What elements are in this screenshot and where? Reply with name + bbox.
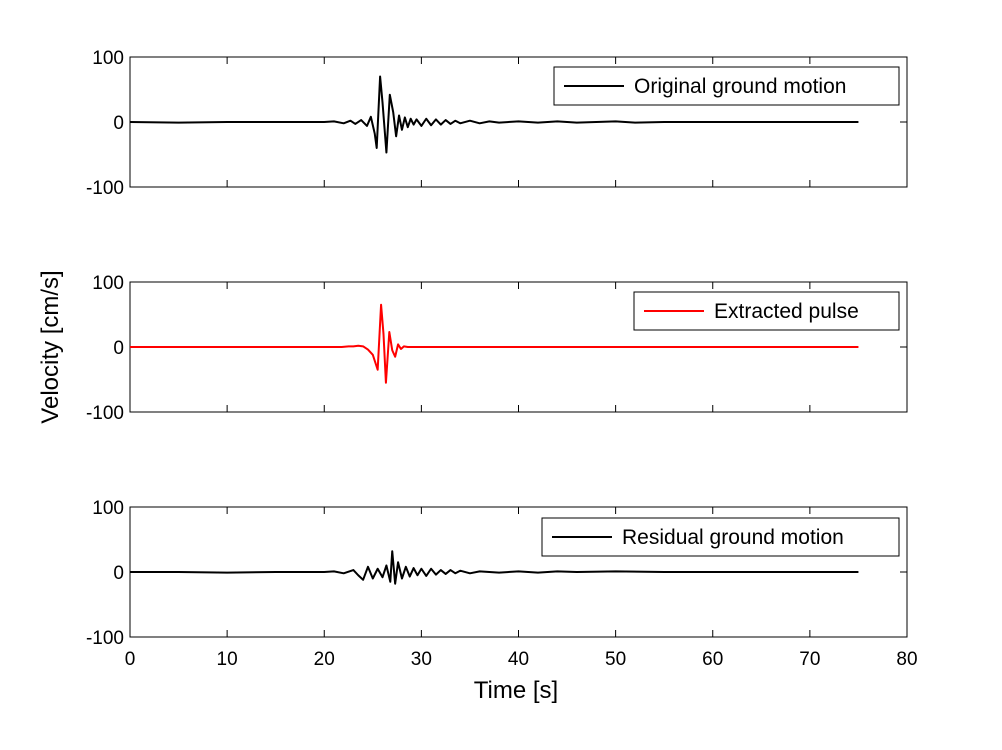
y-tick-label: 100 — [92, 48, 124, 69]
x-tick-label: 70 — [799, 649, 820, 670]
x-tick-label: 50 — [605, 649, 626, 670]
y-tick-label: 100 — [92, 273, 124, 294]
x-tick-label: 60 — [702, 649, 723, 670]
x-tick-label: 40 — [508, 649, 529, 670]
legend-residual: Residual ground motion — [541, 517, 900, 557]
legend-label: Extracted pulse — [714, 300, 859, 323]
legend-box — [633, 291, 900, 331]
y-tick-label: -100 — [86, 628, 124, 649]
y-tick-label: -100 — [86, 403, 124, 424]
y-axis-label: Velocity [cm/s] — [37, 270, 64, 423]
panel-pulse: -100 0 100 Extracted pulse — [86, 273, 908, 424]
legend-pulse: Extracted pulse — [633, 291, 900, 331]
x-axis-label: Time [s] — [474, 677, 558, 704]
panel-residual: -100 0 100 Residual ground motion — [86, 498, 908, 649]
series-line-original — [129, 75, 859, 154]
y-tick-label: 0 — [113, 563, 124, 584]
y-tick-label: 0 — [113, 338, 124, 359]
legend-label: Residual ground motion — [622, 526, 844, 549]
x-tick-label: 80 — [896, 649, 917, 670]
y-tick-label: 0 — [113, 113, 124, 134]
x-tick-label: 30 — [411, 649, 432, 670]
x-tick-label: 20 — [314, 649, 335, 670]
x-tick-label: 0 — [125, 649, 136, 670]
legend-label: Original ground motion — [634, 75, 846, 98]
y-tick-label: -100 — [86, 178, 124, 199]
panel-original: -100 0 100 Original ground motion — [86, 48, 908, 199]
legend-original: Original ground motion — [553, 66, 900, 106]
x-tick-label: 10 — [217, 649, 238, 670]
series-line-pulse — [130, 303, 859, 384]
series-line-residual — [130, 550, 859, 585]
y-tick-label: 100 — [92, 498, 124, 519]
